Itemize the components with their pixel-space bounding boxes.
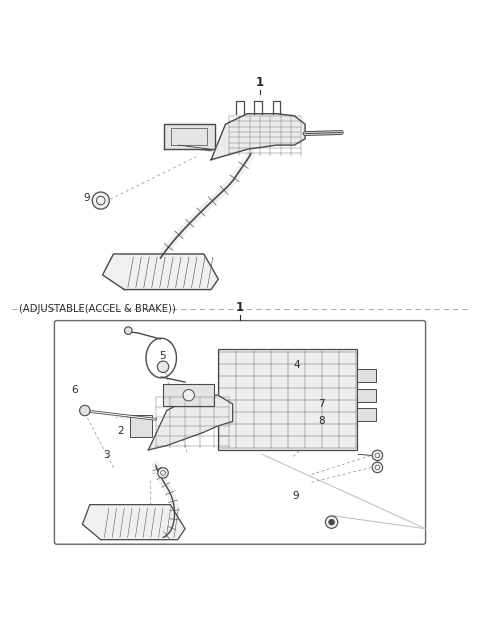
- Text: 1: 1: [236, 301, 244, 314]
- Bar: [357, 408, 375, 421]
- Bar: [218, 349, 357, 450]
- Bar: [130, 415, 152, 437]
- Circle shape: [325, 516, 338, 528]
- Circle shape: [124, 327, 132, 334]
- Text: 5: 5: [160, 351, 166, 361]
- Polygon shape: [103, 254, 218, 289]
- Polygon shape: [164, 124, 215, 149]
- Polygon shape: [148, 395, 233, 450]
- Text: 6: 6: [71, 384, 78, 394]
- Text: (ADJUSTABLE(ACCEL & BRAKE)): (ADJUSTABLE(ACCEL & BRAKE)): [19, 304, 176, 314]
- Bar: [357, 369, 375, 382]
- Polygon shape: [211, 114, 305, 160]
- Circle shape: [92, 192, 109, 209]
- Text: 4: 4: [294, 360, 300, 370]
- Bar: [163, 384, 215, 406]
- Circle shape: [158, 468, 168, 478]
- Text: 9: 9: [84, 192, 90, 202]
- Text: 2: 2: [117, 426, 123, 436]
- Circle shape: [80, 405, 90, 416]
- FancyBboxPatch shape: [54, 321, 426, 544]
- Circle shape: [372, 450, 383, 461]
- Text: 9: 9: [293, 491, 300, 501]
- Polygon shape: [83, 504, 185, 539]
- Text: 8: 8: [319, 416, 325, 426]
- Circle shape: [183, 389, 194, 401]
- Text: 1: 1: [256, 76, 264, 89]
- Text: 7: 7: [319, 399, 325, 409]
- Circle shape: [329, 519, 335, 525]
- Bar: [357, 389, 375, 402]
- Circle shape: [157, 361, 169, 372]
- Text: 3: 3: [104, 450, 110, 460]
- Circle shape: [372, 462, 383, 472]
